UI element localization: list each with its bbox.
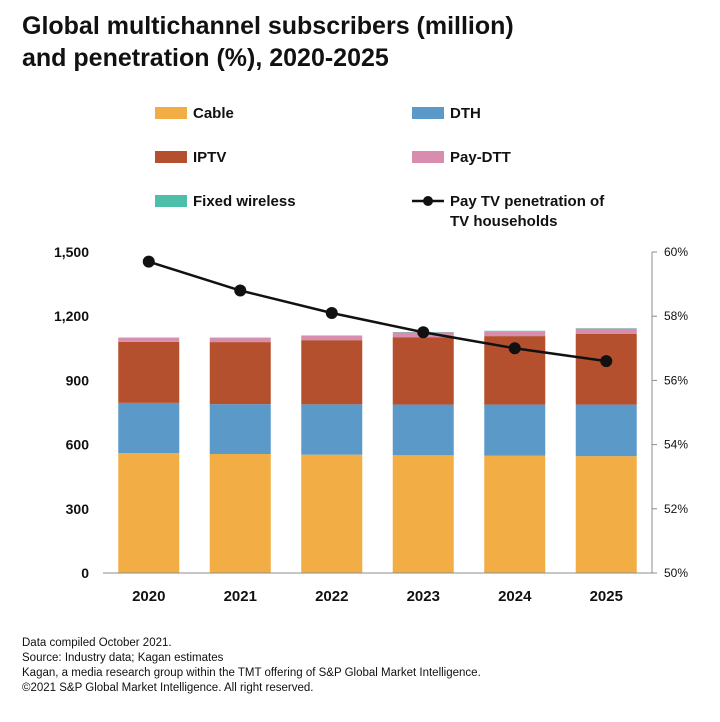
bar-pay-dtt	[484, 331, 546, 337]
penetration-point	[142, 255, 155, 268]
y2-tick-label: 60%	[664, 245, 688, 259]
y-tick-label: 300	[66, 501, 90, 517]
bar-iptv	[301, 340, 363, 405]
penetration-point	[325, 306, 338, 319]
bar-iptv	[209, 342, 271, 405]
legend-swatch-fixed-wireless	[155, 195, 187, 207]
bar-dth	[392, 404, 454, 456]
footer-source: Source: Industry data; Kagan estimates	[22, 652, 224, 664]
bar-cable	[575, 456, 637, 573]
penetration-point	[234, 284, 247, 297]
bar-pay-dtt	[575, 328, 637, 334]
bar-pay-dtt	[209, 338, 271, 343]
bar-dth	[118, 402, 180, 454]
bar-dth	[484, 404, 546, 456]
footer-date: Data compiled October 2021.	[22, 637, 172, 649]
legend-swatch-dth	[412, 107, 444, 119]
y-tick-label: 1,200	[54, 308, 89, 324]
legend-label: TV households	[450, 213, 558, 230]
bar-cable	[392, 455, 454, 573]
x-tick-label: 2020	[132, 588, 165, 605]
legend-label: Pay-DTT	[450, 149, 511, 166]
bar-iptv	[392, 337, 454, 405]
bar-cable	[209, 454, 271, 573]
bar-cable	[118, 453, 180, 573]
footer-copyright: ©2021 S&P Global Market Intelligence. Al…	[22, 682, 314, 694]
y2-tick-label: 54%	[664, 438, 688, 452]
chart-title: Global multichannel subscribers (million…	[22, 10, 702, 74]
bar-dth	[209, 404, 271, 455]
bar-pay-dtt	[118, 338, 180, 342]
legend-swatch-cable	[155, 107, 187, 119]
y-tick-label: 600	[66, 437, 90, 453]
chart-title-line-2: and penetration (%), 2020-2025	[22, 44, 389, 72]
penetration-point	[417, 326, 430, 339]
y2-tick-label: 52%	[664, 502, 688, 516]
bar-cable	[484, 455, 546, 573]
y-tick-label: 900	[66, 372, 90, 388]
legend-label: Cable	[193, 105, 234, 122]
y2-tick-label: 58%	[664, 309, 688, 323]
x-tick-label: 2021	[224, 588, 257, 605]
bar-iptv	[575, 333, 637, 405]
y-tick-label: 1,500	[54, 244, 89, 260]
chart-footer: Data compiled October 2021. Source: Indu…	[22, 636, 481, 696]
legend-swatch-iptv	[155, 151, 187, 163]
penetration-line	[148, 260, 607, 363]
x-tick-label: 2022	[315, 588, 348, 605]
bar-dth	[301, 404, 363, 455]
chart-title-line-1: Global multichannel subscribers (million…	[22, 12, 514, 40]
bar-cable	[301, 454, 363, 573]
legend-label: IPTV	[193, 149, 226, 166]
bar-iptv	[118, 341, 180, 403]
y2-tick-label: 56%	[664, 373, 688, 387]
x-tick-label: 2025	[590, 588, 623, 605]
y-tick-label: 0	[81, 565, 89, 581]
x-tick-label: 2024	[498, 588, 532, 605]
legend-label: DTH	[450, 105, 481, 122]
bar-pay-dtt	[301, 335, 363, 341]
bar-dth	[575, 404, 637, 457]
x-tick-label: 2023	[407, 588, 440, 605]
legend-label: Fixed wireless	[193, 193, 296, 210]
penetration-point	[508, 342, 521, 355]
y2-tick-label: 50%	[664, 566, 688, 580]
legend-label: Pay TV penetration of	[450, 193, 605, 210]
legend-swatch-pay-dtt	[412, 151, 444, 163]
legend-line-marker	[423, 196, 433, 206]
footer-attribution: Kagan, a media research group within the…	[22, 667, 481, 679]
penetration-point	[600, 355, 613, 368]
